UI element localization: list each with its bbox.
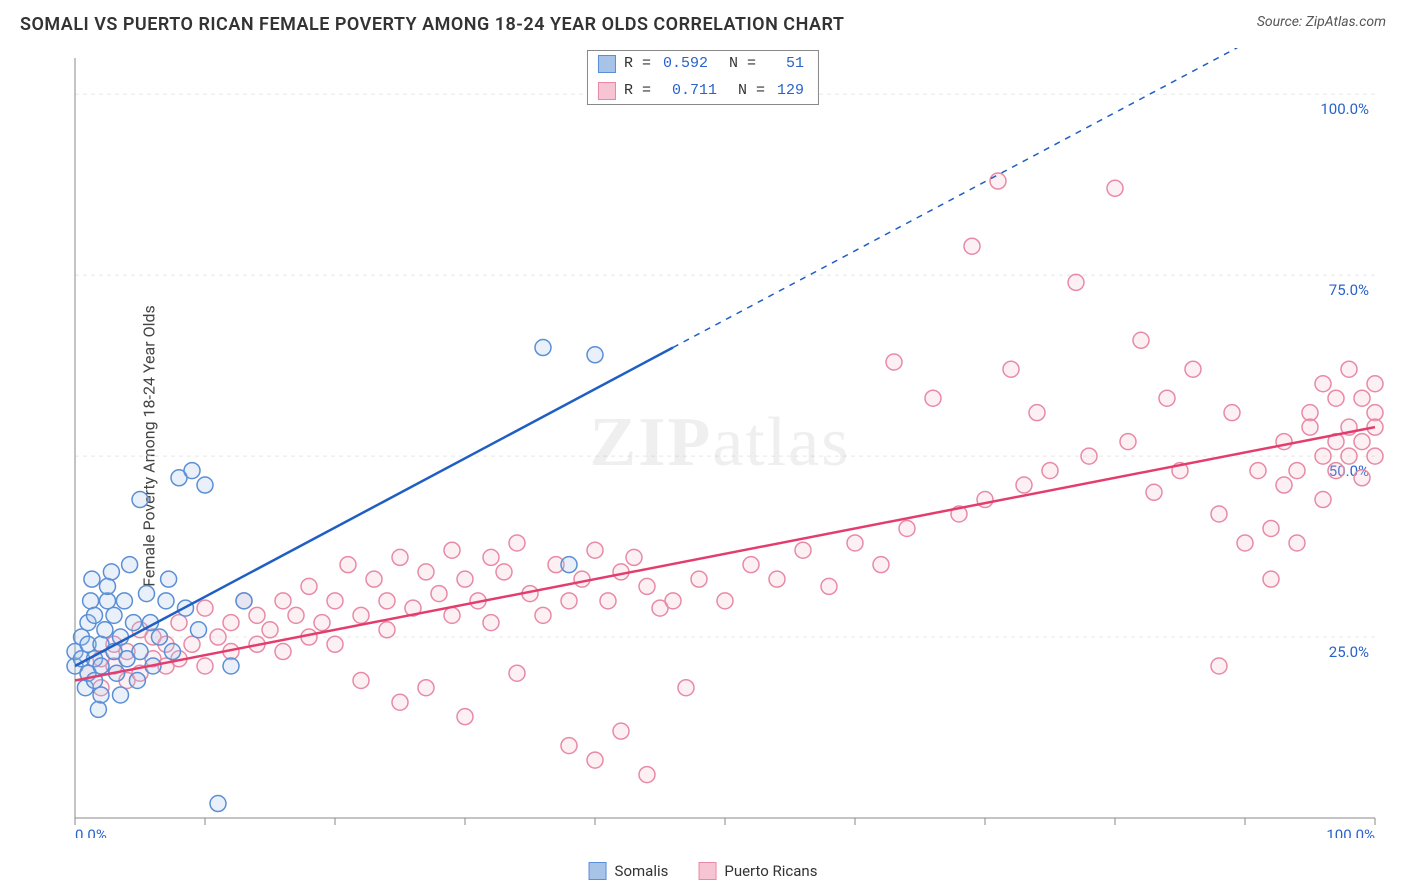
bottom-legend: Somalis Puerto Ricans — [589, 862, 818, 880]
legend-item-somalis: Somalis — [589, 862, 669, 880]
stat-n-label: N = — [720, 53, 756, 76]
source-name: ZipAtlas.com — [1306, 14, 1386, 30]
source-label: Source: — [1257, 14, 1302, 30]
stat-n-label: N = — [729, 80, 765, 103]
swatch-puerto-ricans — [598, 82, 616, 100]
source-attribution: Source: ZipAtlas.com — [1257, 14, 1386, 30]
chart-title: SOMALI VS PUERTO RICAN FEMALE POVERTY AM… — [20, 14, 844, 35]
svg-text:25.0%: 25.0% — [1329, 643, 1369, 661]
svg-text:0.0%: 0.0% — [75, 826, 107, 838]
swatch-puerto-ricans-icon — [698, 862, 716, 880]
svg-text:100.0%: 100.0% — [1326, 826, 1375, 838]
svg-text:100.0%: 100.0% — [1320, 100, 1369, 118]
correlation-stats-box: R = 0.592 N = 51 R = 0.711 N = 129 — [587, 50, 819, 105]
legend-item-puerto-ricans: Puerto Ricans — [698, 862, 817, 880]
stat-n-value-2: 129 — [773, 80, 808, 103]
stats-row-puerto-ricans: R = 0.711 N = 129 — [588, 78, 818, 105]
stats-row-somalis: R = 0.592 N = 51 — [588, 51, 818, 78]
swatch-somalis — [598, 55, 616, 73]
legend-label-somalis: Somalis — [615, 862, 669, 880]
stat-r-value-2: 0.711 — [659, 80, 721, 103]
stat-r-value-1: 0.592 — [659, 53, 712, 76]
chart-plot-area: 25.0%50.0%75.0%100.0%0.0%100.0% ZIPatlas — [55, 48, 1385, 838]
scatter-chart-svg: 25.0%50.0%75.0%100.0%0.0%100.0% — [55, 48, 1385, 838]
chart-header: SOMALI VS PUERTO RICAN FEMALE POVERTY AM… — [0, 0, 1406, 35]
stat-n-value-1: 51 — [764, 53, 808, 76]
swatch-somalis-icon — [589, 862, 607, 880]
stat-r-label: R = — [624, 53, 651, 76]
legend-label-puerto-ricans: Puerto Ricans — [724, 862, 817, 880]
svg-text:75.0%: 75.0% — [1329, 281, 1369, 299]
stat-r-label: R = — [624, 80, 651, 103]
